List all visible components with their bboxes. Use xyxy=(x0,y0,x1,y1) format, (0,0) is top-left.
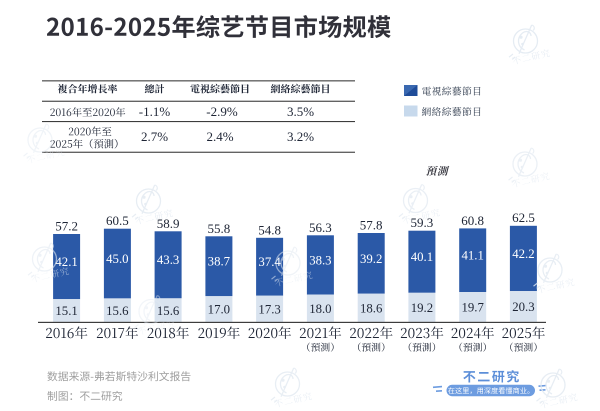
svg-text:58.9: 58.9 xyxy=(157,216,180,231)
svg-text:42.2: 42.2 xyxy=(512,247,534,261)
svg-text:59.3: 59.3 xyxy=(411,215,434,230)
svg-text:-2.9%: -2.9% xyxy=(206,104,238,119)
svg-text:42.1: 42.1 xyxy=(55,255,77,269)
svg-text:3.2%: 3.2% xyxy=(287,129,314,144)
svg-text:2.4%: 2.4% xyxy=(206,129,233,144)
svg-text:3.5%: 3.5% xyxy=(287,104,314,119)
svg-text:19.2: 19.2 xyxy=(411,301,433,315)
svg-text:57.2: 57.2 xyxy=(55,219,78,234)
svg-text:20.3: 20.3 xyxy=(512,300,534,314)
svg-text:15.1: 15.1 xyxy=(55,304,77,318)
svg-text:56.3: 56.3 xyxy=(309,220,332,235)
svg-text:45.0: 45.0 xyxy=(106,252,128,266)
svg-text:38.3: 38.3 xyxy=(309,253,331,267)
svg-text:19.7: 19.7 xyxy=(461,301,484,315)
svg-text:43.3: 43.3 xyxy=(157,253,179,267)
svg-text:-1.1%: -1.1% xyxy=(139,104,171,119)
svg-text:17.3: 17.3 xyxy=(258,303,280,317)
svg-text:40.1: 40.1 xyxy=(411,250,433,264)
svg-text:15.6: 15.6 xyxy=(106,304,129,318)
svg-text:18.6: 18.6 xyxy=(360,302,383,316)
svg-text:39.2: 39.2 xyxy=(360,252,382,266)
svg-text:57.8: 57.8 xyxy=(360,218,383,233)
svg-text:55.8: 55.8 xyxy=(208,221,231,236)
svg-text:60.5: 60.5 xyxy=(106,213,129,228)
svg-text:17.0: 17.0 xyxy=(208,303,230,317)
svg-text:60.8: 60.8 xyxy=(461,213,484,228)
svg-text:41.1: 41.1 xyxy=(461,249,483,263)
svg-text:15.6: 15.6 xyxy=(157,304,180,318)
svg-text:2.7%: 2.7% xyxy=(141,129,168,144)
svg-text:62.5: 62.5 xyxy=(512,210,535,225)
svg-text:38.7: 38.7 xyxy=(208,255,231,269)
svg-text:54.8: 54.8 xyxy=(258,222,281,237)
svg-text:18.0: 18.0 xyxy=(309,302,331,316)
